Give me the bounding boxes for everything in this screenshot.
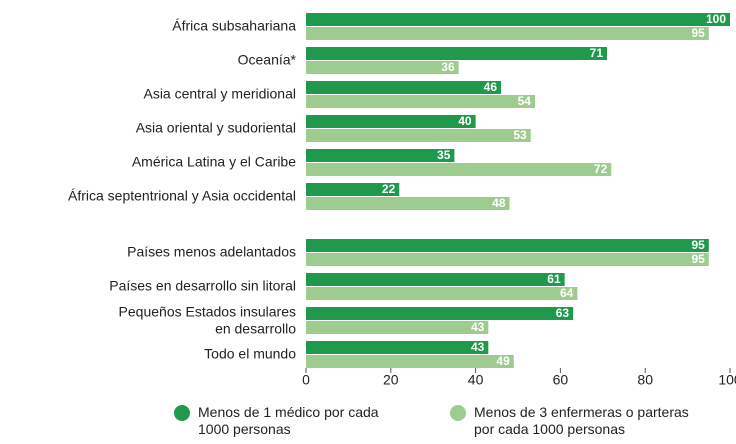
- legend-swatch: [174, 405, 190, 421]
- value-label: 53: [513, 128, 527, 142]
- bar: [306, 355, 514, 368]
- value-label: 22: [382, 182, 396, 196]
- value-label: 46: [484, 80, 498, 94]
- category-label: América Latina y el Caribe: [132, 154, 296, 170]
- category-label: Asia central y meridional: [143, 86, 296, 102]
- bar: [306, 149, 455, 162]
- value-label: 100: [706, 12, 726, 26]
- value-label: 43: [471, 320, 485, 334]
- category-label: Países menos adelantados: [127, 244, 296, 260]
- value-label: 61: [547, 272, 561, 286]
- x-tick-label: 40: [468, 372, 484, 388]
- value-label: 43: [471, 340, 485, 354]
- category-label: Oceanía*: [238, 52, 297, 68]
- category-label: Asia oriental y sudoriental: [136, 120, 296, 136]
- bar: [306, 253, 709, 266]
- value-label: 71: [590, 46, 604, 60]
- bar: [306, 95, 535, 108]
- value-label: 40: [458, 114, 472, 128]
- bar: [306, 239, 709, 252]
- bar: [306, 197, 510, 210]
- value-label: 72: [594, 162, 608, 176]
- bar: [306, 81, 502, 94]
- category-label: África subsahariana: [172, 18, 296, 34]
- value-label: 95: [691, 26, 705, 40]
- x-tick-label: 100: [718, 372, 736, 388]
- legend-swatch: [450, 405, 466, 421]
- value-label: 63: [556, 306, 570, 320]
- bar: [306, 183, 400, 196]
- value-label: 48: [492, 196, 506, 210]
- x-tick-label: 20: [383, 372, 399, 388]
- bar: [306, 287, 578, 300]
- legend-label: Menos de 1 médico por cada 1000 personas: [198, 404, 379, 437]
- x-tick-label: 80: [637, 372, 653, 388]
- x-tick-label: 0: [302, 372, 310, 388]
- value-label: 49: [496, 354, 510, 368]
- value-label: 54: [518, 94, 532, 108]
- bar: [306, 307, 574, 320]
- bar: [306, 61, 459, 74]
- category-label: África septentrional y Asia occidental: [68, 188, 296, 204]
- bar: [306, 321, 489, 334]
- bar: [306, 341, 489, 354]
- bar: [306, 47, 608, 60]
- value-label: 95: [691, 238, 705, 252]
- value-label: 95: [691, 252, 705, 266]
- bar: [306, 27, 709, 40]
- bar: [306, 163, 612, 176]
- value-label: 35: [437, 148, 451, 162]
- category-label: Pequeños Estados insulares en desarrollo: [119, 303, 297, 336]
- legend-label: Menos de 3 enfermeras o parteras por cada…: [474, 404, 689, 437]
- value-label: 36: [441, 60, 455, 74]
- category-label: Todo el mundo: [204, 346, 296, 362]
- bar: [306, 13, 730, 26]
- bar: [306, 273, 565, 286]
- bar: [306, 129, 531, 142]
- value-label: 64: [560, 286, 574, 300]
- bar: [306, 115, 476, 128]
- x-tick-label: 60: [553, 372, 569, 388]
- category-label: Países en desarrollo sin litoral: [109, 278, 296, 294]
